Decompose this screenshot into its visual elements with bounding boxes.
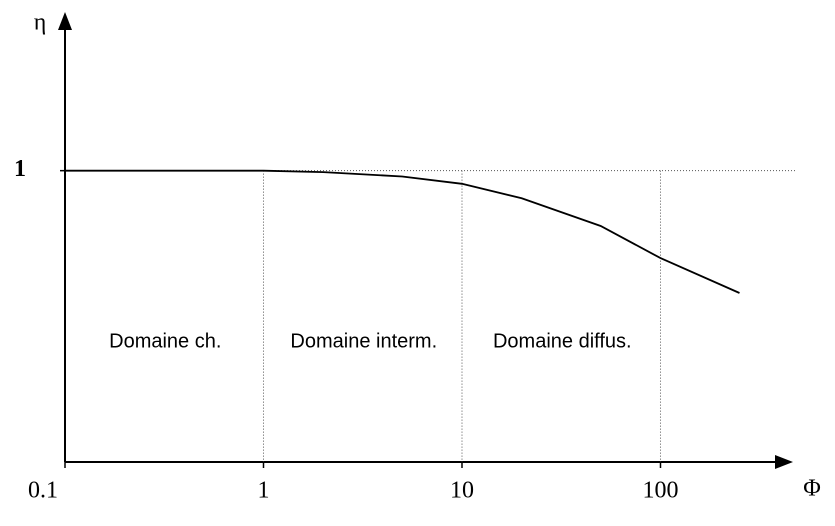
region-label: Domaine diffus. xyxy=(493,330,632,352)
x-tick-label: 0.1 xyxy=(28,478,58,504)
x-arrow xyxy=(775,455,793,469)
x-tick-label: 10 xyxy=(450,478,474,504)
region-label: Domaine interm. xyxy=(290,330,437,352)
y-arrow xyxy=(58,12,72,30)
curve xyxy=(65,169,740,294)
x-tick-label: 100 xyxy=(642,478,678,504)
x-tick-label: 1 xyxy=(257,478,269,504)
x-axis-label: Φ xyxy=(803,476,821,502)
y-tick-label: 1 xyxy=(14,156,26,182)
region-label: Domaine ch. xyxy=(109,330,221,352)
y-axis-label: η xyxy=(34,10,47,36)
